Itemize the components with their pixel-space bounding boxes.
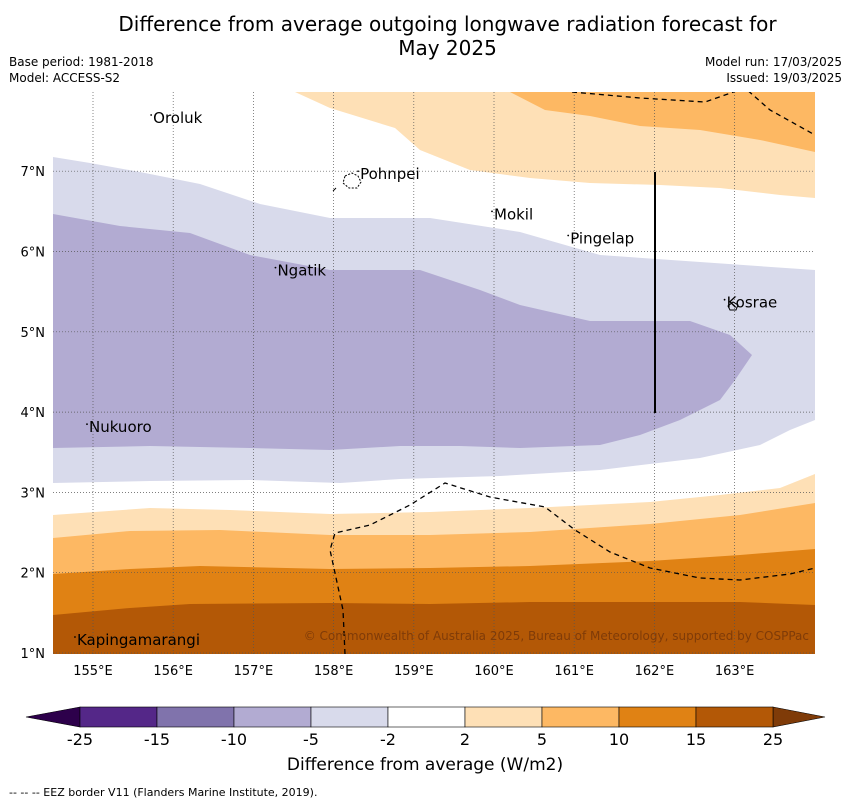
colorbar-title: Difference from average (W/m2) xyxy=(286,755,564,775)
model-run: Model run: 17/03/2025 xyxy=(704,55,842,69)
x-tick-label: 156°E xyxy=(153,664,193,679)
place-marker xyxy=(357,170,359,173)
colorbar-label: -5 xyxy=(303,730,319,749)
y-tick-label: 3°N xyxy=(21,486,46,501)
place-marker xyxy=(491,210,493,213)
y-tick-label: 6°N xyxy=(21,246,46,261)
colorbar-label: -15 xyxy=(144,730,170,749)
place-marker xyxy=(723,298,726,301)
colorbar-label: 2 xyxy=(460,730,470,749)
place-label: Nukuoro xyxy=(89,418,152,436)
base-period: Base period: 1981-2018 xyxy=(9,55,154,69)
colorbar-label: -2 xyxy=(380,730,396,749)
x-tick-label: 157°E xyxy=(234,664,274,679)
axis-ticks: 155°E 156°E 157°E 158°E 159°E 160°E 161°E 162°E… xyxy=(21,165,755,679)
x-tick-label: 163°E xyxy=(715,664,755,679)
place-marker xyxy=(86,423,88,426)
title-line-1: Difference from average outgoing longwav… xyxy=(118,12,777,36)
x-tick-label: 159°E xyxy=(394,664,434,679)
y-tick-label: 1°N xyxy=(21,647,46,662)
place-label: Pohnpei xyxy=(360,165,420,183)
x-tick-label: 160°E xyxy=(474,664,514,679)
colorbar-swatch xyxy=(387,706,466,728)
y-tick-label: 4°N xyxy=(21,406,46,421)
colorbar-swatch xyxy=(79,706,158,728)
colorbar-label: -25 xyxy=(67,730,93,749)
colorbar-label: 25 xyxy=(763,730,783,749)
copyright-text: © Commonwealth of Australia 2025, Bureau… xyxy=(304,629,809,643)
place-label: Kapingamarangi xyxy=(77,631,200,649)
colorbar-label: 10 xyxy=(609,730,629,749)
place-label: Ngatik xyxy=(277,262,326,280)
colorbar-swatch xyxy=(233,706,312,728)
x-tick-label: 162°E xyxy=(635,664,675,679)
colorbar-swatch xyxy=(464,706,543,728)
meta-right: Model run: 17/03/2025 Issued: 19/03/2025 xyxy=(705,54,842,86)
colorbar-extend-low xyxy=(25,706,81,728)
colorbar-swatch xyxy=(310,706,389,728)
place-label: Oroluk xyxy=(153,109,202,127)
colorbar: -25 -15 -10 -5 -2 2 5 10 15 25 xyxy=(25,706,826,749)
y-tick-label: 7°N xyxy=(21,165,46,180)
y-tick-label: 2°N xyxy=(21,567,46,582)
map-title: Difference from average outgoing longwav… xyxy=(0,12,850,60)
model-name: Model: ACCESS-S2 xyxy=(9,71,121,85)
eez-border xyxy=(329,92,815,654)
issued-date: Issued: 19/03/2025 xyxy=(726,71,842,85)
place-label: Kosrae xyxy=(727,294,778,312)
colorbar-swatch xyxy=(541,706,620,728)
colorbar-label: 15 xyxy=(686,730,706,749)
place-labels: Oroluk Pohnpei Mokil Pingelap Ngatik Kosrae Nu… xyxy=(74,109,777,649)
colorbar-label: 5 xyxy=(537,730,547,749)
x-tick-label: 161°E xyxy=(554,664,594,679)
graticule xyxy=(53,92,815,654)
colorbar-swatch xyxy=(156,706,235,728)
island-outlines xyxy=(332,172,739,311)
colorbar-swatch xyxy=(618,706,697,728)
place-marker xyxy=(74,636,76,638)
place-marker xyxy=(567,234,570,237)
place-label: Pingelap xyxy=(570,229,634,247)
x-tick-label: 155°E xyxy=(73,664,113,679)
anomaly-field xyxy=(53,92,815,654)
place-marker xyxy=(150,114,153,116)
y-tick-label: 5°N xyxy=(21,326,46,341)
place-label: Mokil xyxy=(494,205,533,223)
colorbar-extend-high xyxy=(772,706,826,728)
place-marker xyxy=(274,266,277,269)
colorbar-label: -10 xyxy=(221,730,247,749)
x-tick-label: 158°E xyxy=(314,664,354,679)
meta-left: Base period: 1981-2018 Model: ACCESS-S2 xyxy=(9,54,154,86)
colorbar-swatch xyxy=(695,706,774,728)
title-line-2: May 2025 xyxy=(398,36,497,60)
eez-legend-note: -- -- -- EEZ border V11 (Flanders Marine… xyxy=(9,786,318,799)
